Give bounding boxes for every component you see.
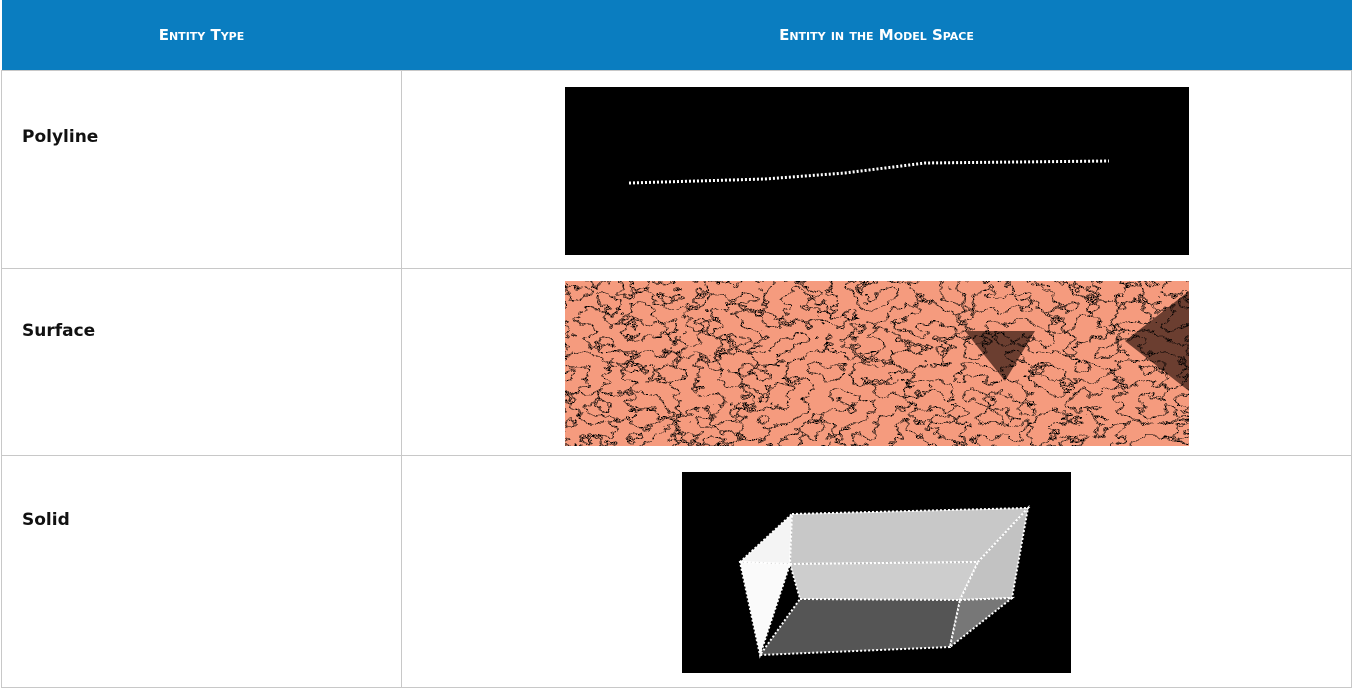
type-cell: Solid <box>1 455 402 688</box>
solid-image <box>682 472 1071 673</box>
type-cell: Surface <box>1 268 402 456</box>
type-label: Solid <box>22 510 70 530</box>
type-cell: Polyline <box>1 70 402 269</box>
header-row: Entity Type Entity in the Model Space <box>1 0 1352 71</box>
header-cell: Entity Type <box>1 0 402 71</box>
header-cell: Entity in the Model Space <box>401 0 1352 71</box>
polyline-image <box>564 87 1189 255</box>
type-label: Polyline <box>22 127 99 147</box>
surface-image <box>564 281 1189 446</box>
type-label: Surface <box>22 321 96 341</box>
image-cell <box>401 268 1352 456</box>
row: Polyline <box>1 70 1352 269</box>
image-cell <box>401 70 1352 269</box>
row: Surface <box>1 268 1352 456</box>
row: Solid <box>1 455 1352 688</box>
image-cell <box>401 455 1352 688</box>
